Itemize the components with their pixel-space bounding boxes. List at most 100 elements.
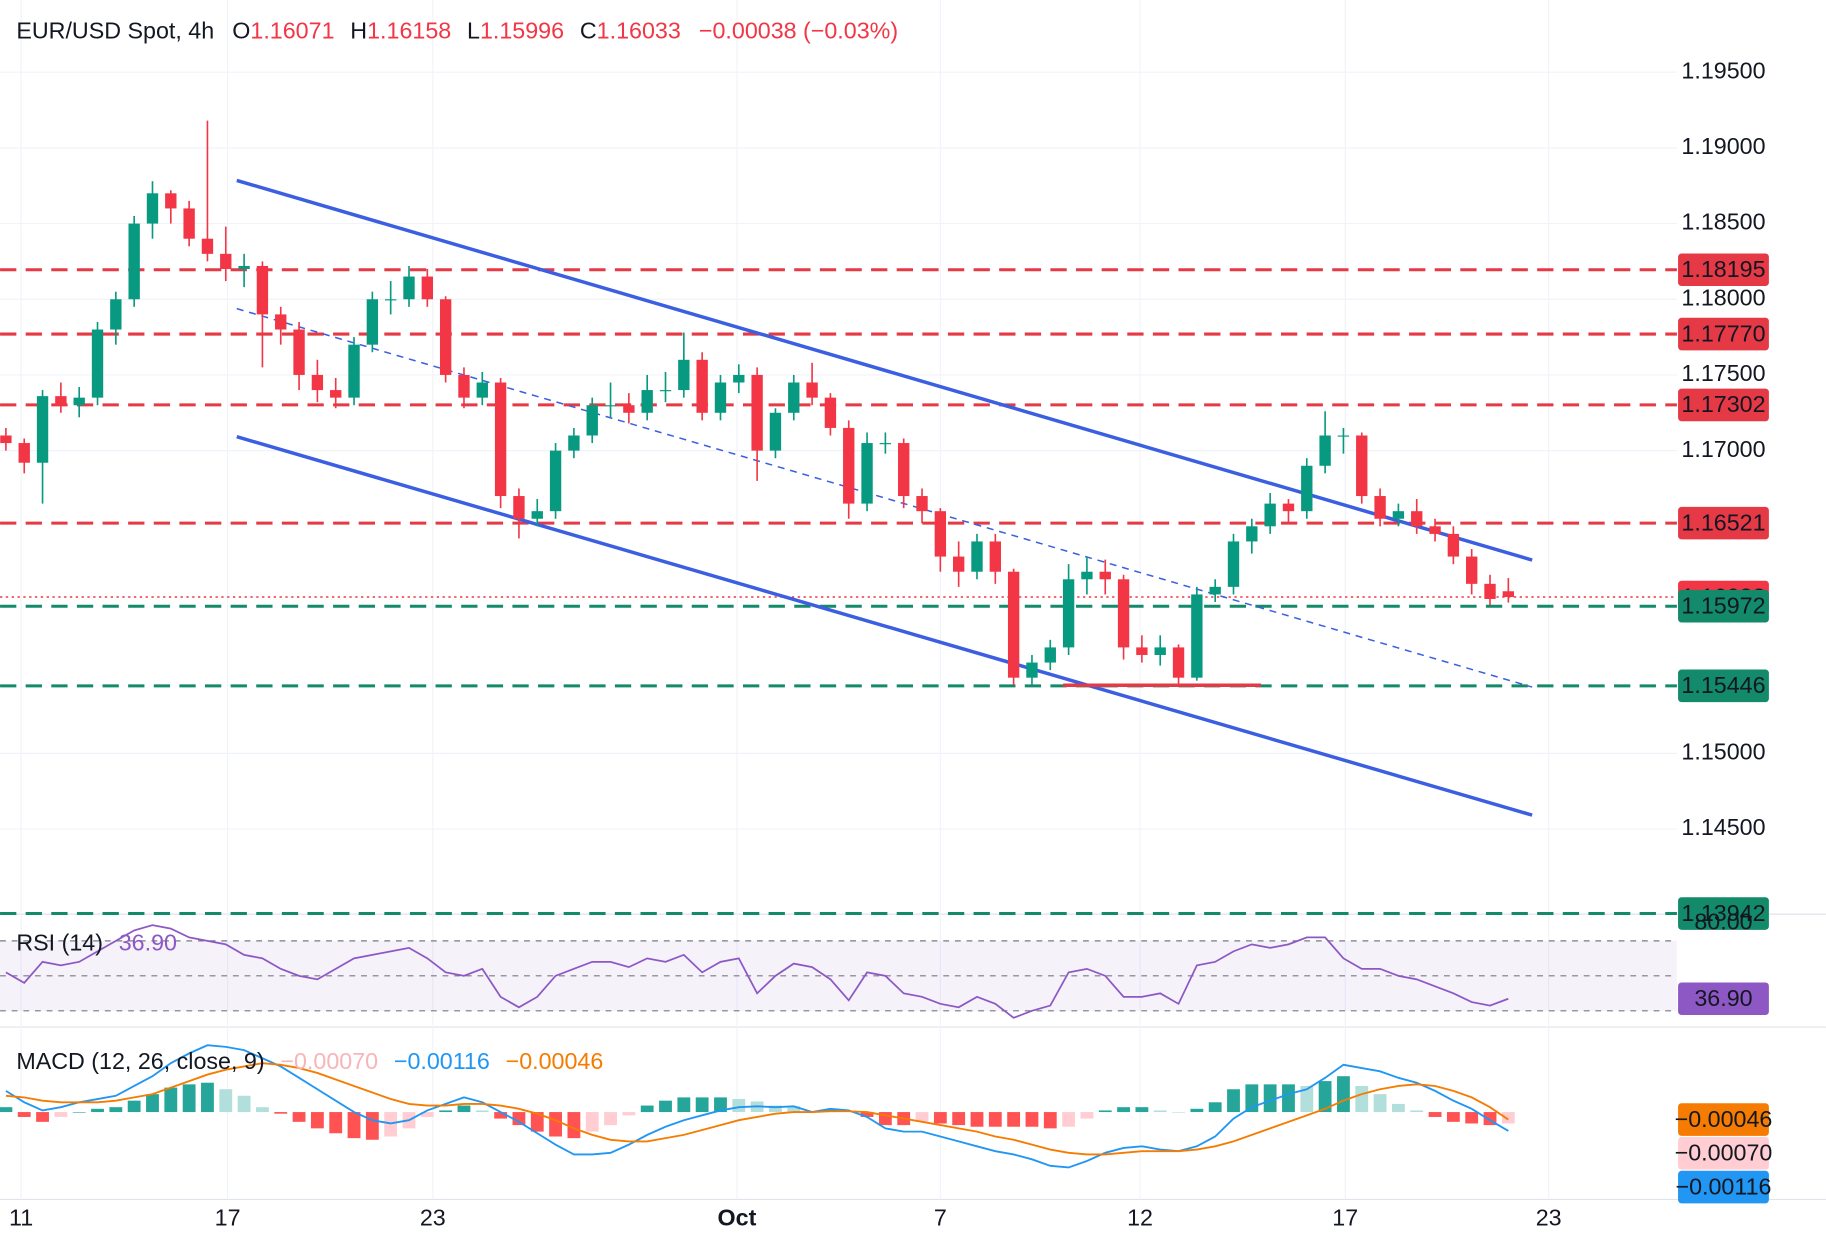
candle-body: [0, 435, 12, 444]
x-tick-label: 23: [1536, 1204, 1562, 1230]
candle-body: [696, 359, 708, 413]
candle-body: [843, 427, 855, 504]
candle-body: [73, 397, 85, 406]
candle-body: [1191, 594, 1203, 678]
candle-body: [1337, 435, 1350, 437]
candle-body: [916, 496, 928, 512]
macd-histogram-bar: [329, 1112, 343, 1134]
candle-body: [1301, 465, 1313, 512]
trend-line: [236, 435, 1533, 817]
candle-body: [1081, 571, 1093, 580]
candle-body: [1319, 435, 1331, 466]
candle-body: [165, 193, 177, 209]
candle-body: [1136, 647, 1148, 655]
macd-histogram-bar: [640, 1105, 654, 1113]
candle-body: [1117, 579, 1130, 648]
macd-histogram-bar: [1062, 1112, 1076, 1127]
macd-histogram-bar: [860, 1112, 874, 1117]
candle-body: [806, 382, 818, 398]
macd-badge: [1678, 1170, 1769, 1204]
macd-histogram-bar: [915, 1112, 929, 1122]
level-badge: [1678, 388, 1769, 422]
level-badge: [1678, 317, 1769, 351]
candle-body: [898, 443, 910, 497]
candle-body: [1392, 511, 1405, 519]
candle-body: [604, 405, 617, 407]
x-tick-label: 7: [934, 1204, 947, 1230]
macd-histogram-bar: [714, 1097, 727, 1113]
macd-histogram-bar: [787, 1106, 801, 1113]
candle-body: [1154, 647, 1166, 655]
labels: 11 17 23 Oct 7 12 17 23 1.19500 1.19000 1.18500 1.1…: [9, 57, 1772, 1230]
ohlc-value: 1.15996: [480, 18, 564, 44]
macd-histogram-bar: [54, 1112, 68, 1117]
candle-body: [110, 299, 122, 330]
candle-body: [494, 382, 507, 497]
marks: [0, 120, 1677, 1169]
macd-badge: [1678, 1103, 1769, 1136]
y-tick-label: 1.18000: [1681, 284, 1765, 310]
macd-histogram-bar: [164, 1087, 178, 1113]
macd-histogram-bar: [1227, 1089, 1240, 1113]
candle-body: [55, 396, 67, 406]
macd-histogram-bar: [1355, 1085, 1369, 1113]
macd-histogram-bar: [1337, 1076, 1350, 1113]
y-tick-label: 1.17000: [1681, 436, 1765, 462]
y-tick-label: 1.19500: [1681, 57, 1765, 83]
macd-histogram-bar: [1172, 1112, 1185, 1113]
macd-histogram-bar: [182, 1084, 196, 1113]
macd-histogram-bar: [127, 1100, 141, 1113]
macd-histogram-bar: [72, 1112, 86, 1113]
macd-histogram-bar: [237, 1095, 251, 1113]
symbol-title: EUR/USD Spot, 4h: [16, 18, 214, 44]
rsi-line: [5, 924, 1509, 1019]
macd-histogram-bar: [292, 1112, 306, 1122]
macd-histogram-bar: [1080, 1112, 1094, 1119]
y-tick-label: 1.17500: [1681, 360, 1765, 386]
candle-body: [311, 374, 324, 391]
candle-body: [1466, 556, 1478, 584]
macd-line-last: −0.00116: [394, 1048, 490, 1074]
candle-body: [238, 265, 250, 269]
level-label: 1.15446: [1681, 672, 1765, 698]
candle-body: [678, 359, 690, 391]
candle-body: [1429, 526, 1441, 534]
header: EUR/USD Spot, 4h O1.16071 H1.16158 L1.15…: [16, 18, 898, 44]
candle-body: [1227, 541, 1240, 587]
macd-histogram-bar: [1465, 1112, 1479, 1124]
candle-body: [293, 329, 305, 375]
rsi-title: RSI (14): [16, 930, 103, 956]
macd-histogram-bar: [256, 1107, 269, 1113]
grid: [0, 0, 1826, 1201]
candle-body: [36, 396, 49, 463]
candle-body: [458, 374, 470, 398]
macd-histogram-bar: [109, 1107, 123, 1113]
ohlc-letter: O: [232, 18, 250, 44]
macd-histogram-bar: [310, 1112, 324, 1129]
macd-line: [5, 1062, 1509, 1156]
candle-body: [971, 541, 983, 572]
macd-histogram-bar: [1446, 1112, 1460, 1122]
candle-body: [1044, 647, 1056, 663]
y-tick-label: 1.18500: [1681, 209, 1765, 235]
candle-body: [1099, 571, 1111, 580]
x-tick-label: 17: [1332, 1204, 1358, 1230]
candle-body: [879, 443, 892, 445]
candle-body: [275, 314, 287, 330]
candle-body: [146, 193, 159, 224]
candle-body: [549, 450, 562, 512]
level-label: 1.16521: [1681, 509, 1765, 535]
candle-body: [201, 238, 214, 254]
candle-body: [1246, 526, 1258, 542]
macd-histogram-bar: [970, 1112, 984, 1127]
macd-histogram-bar: [695, 1097, 709, 1113]
candle-body: [513, 496, 525, 519]
macd-histogram-bar: [0, 1107, 13, 1113]
macd-histogram-bar: [1373, 1094, 1387, 1113]
macd-histogram-bar: [988, 1112, 1002, 1127]
macd-hist-last: −0.00070: [280, 1048, 378, 1074]
x-tick-label: 11: [9, 1204, 33, 1230]
